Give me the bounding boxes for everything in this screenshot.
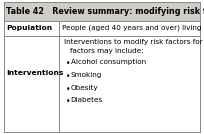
- Text: •: •: [66, 72, 70, 81]
- Text: Table 42   Review summary: modifying risk factors for deme: Table 42 Review summary: modifying risk …: [6, 7, 204, 16]
- Text: •: •: [66, 85, 70, 94]
- Text: Diabetes: Diabetes: [71, 97, 103, 103]
- Text: People (aged 40 years and over) living with dementia: People (aged 40 years and over) living w…: [62, 25, 204, 31]
- Text: Smoking: Smoking: [71, 72, 102, 78]
- Text: factors may include:: factors may include:: [70, 48, 144, 54]
- Text: Alcohol consumption: Alcohol consumption: [71, 59, 146, 65]
- Bar: [4, 2, 200, 21]
- Text: •: •: [66, 97, 70, 106]
- Text: Obesity: Obesity: [71, 85, 98, 91]
- Text: Interventions to modify risk factors for dementia: Interventions to modify risk factors for…: [64, 39, 204, 45]
- Text: Interventions: Interventions: [6, 70, 63, 76]
- Text: •: •: [66, 59, 70, 68]
- Text: Population: Population: [6, 25, 52, 31]
